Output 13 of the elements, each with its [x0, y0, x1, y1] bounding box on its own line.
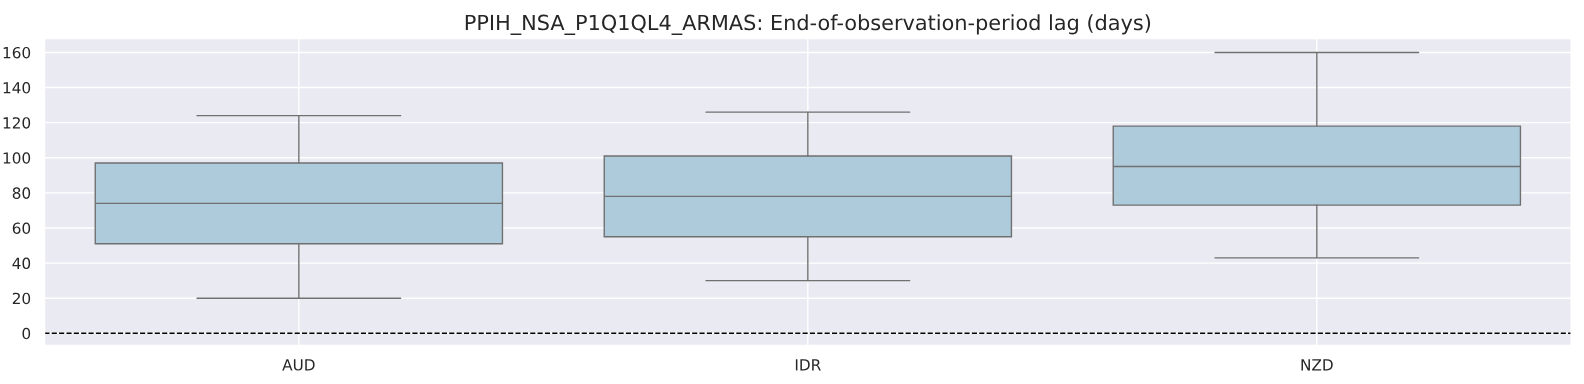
y-tick-label: 20 [12, 292, 31, 305]
x-tick-label: IDR [795, 359, 821, 371]
x-tick-label: NZD [1301, 359, 1333, 371]
y-tick-label: 100 [3, 152, 31, 164]
y-tick-label: 140 [3, 82, 31, 94]
y-tick-label: 120 [3, 117, 31, 129]
chart-title: PPIH_NSA_P1Q1QL4_ARMAS: End-of-observation-period lag (days) [465, 14, 1151, 35]
y-tick-label: 160 [3, 46, 31, 59]
y-tick-label: 40 [12, 257, 31, 270]
y-tick-label: 0 [22, 327, 31, 340]
y-tick-label: 60 [12, 222, 31, 235]
x-tick-label: AUD [282, 359, 315, 371]
y-tick-label: 80 [12, 187, 31, 199]
